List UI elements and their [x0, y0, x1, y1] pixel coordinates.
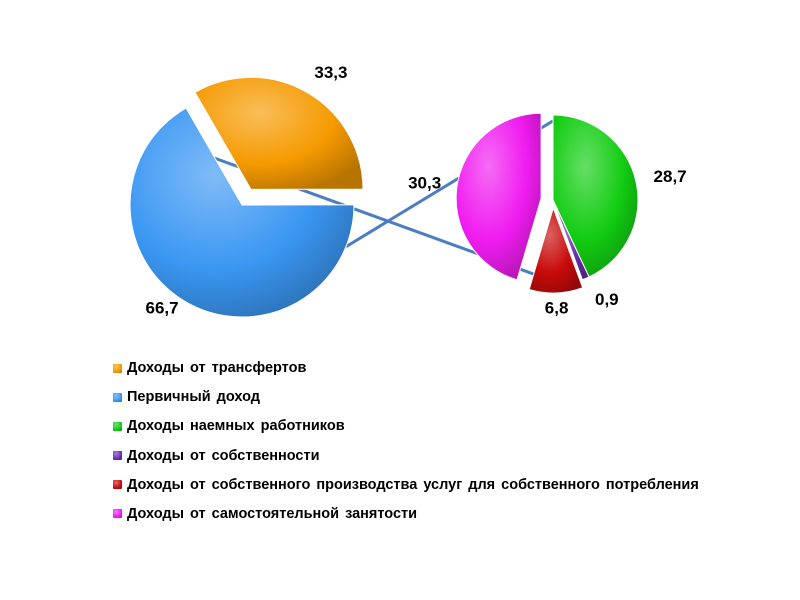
legend-item: Доходы наемных работников: [113, 416, 699, 436]
legend-label: Доходы наемных работников: [127, 418, 345, 435]
data-label: 0,9: [595, 290, 619, 309]
legend-label: Доходы от трансфертов: [127, 360, 307, 376]
legend-item: Доходы от собственного производства услу…: [113, 475, 699, 495]
legend-swatch: [113, 421, 122, 431]
legend-label: Доходы от самостоятельной занятости: [127, 505, 418, 522]
legend-item: Доходы от самостоятельной занятости: [113, 504, 699, 524]
legend-item: Первичный доход: [113, 387, 699, 407]
legend: Доходы от трансфертов Первичный доход До…: [113, 358, 699, 533]
legend-swatch: [113, 363, 122, 373]
pie-slice-первичный-доход: [129, 107, 355, 318]
legend-swatch: [113, 392, 122, 402]
legend-label: Первичный доход: [127, 389, 260, 406]
pie-slice-доходы-от-трансфертов: [194, 76, 364, 190]
legend-swatch: [113, 451, 122, 461]
pie-slice-доходы-наемных-работников: [552, 114, 639, 278]
legend-swatch: [113, 480, 122, 490]
legend-swatch: [113, 509, 122, 519]
data-label: 28,7: [654, 167, 687, 186]
data-label: 33,3: [314, 63, 347, 82]
pie-slice-доходы-от-собственности: [552, 199, 590, 281]
data-label: 6,8: [545, 298, 569, 317]
legend-item: Доходы от собственности: [113, 446, 699, 466]
data-label: 66,7: [146, 299, 179, 318]
legend-item: Доходы от трансфертов: [113, 358, 699, 378]
data-label: 30,3: [408, 173, 441, 192]
data-labels: 33,3 66,7 28,7 0,9 6,8 30,3: [146, 63, 687, 318]
legend-label: Доходы от собственного производства услу…: [127, 476, 699, 493]
secondary-pie: [455, 112, 639, 294]
legend-label: Доходы от собственности: [127, 447, 320, 464]
pie-slice-доходы-от-самостоятельной-занятости: [455, 112, 542, 281]
primary-pie: [129, 76, 364, 318]
pie-slice-доходы-от-собственного-производства-услуг-для-собственного-потребления: [528, 207, 584, 294]
